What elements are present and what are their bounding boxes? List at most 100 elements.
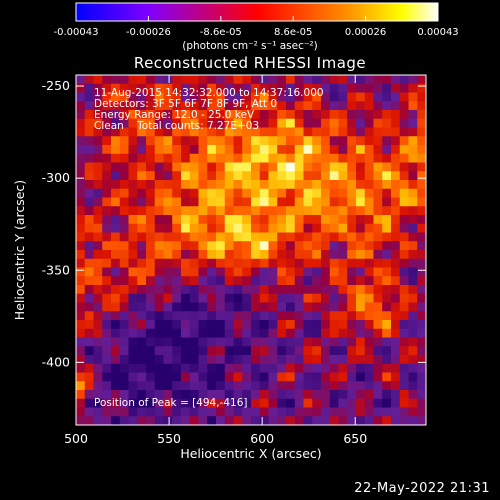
- heatmap-cell: [93, 328, 103, 338]
- heatmap-cell: [76, 223, 86, 233]
- heatmap-cell: [181, 328, 191, 338]
- heatmap-cell: [137, 197, 147, 207]
- heatmap-cell: [373, 180, 383, 190]
- heatmap-cell: [391, 215, 401, 225]
- heatmap-cell: [329, 153, 339, 163]
- heatmap-cell: [119, 398, 129, 408]
- heatmap-cell: [76, 416, 86, 425]
- heatmap-cell: [93, 153, 103, 163]
- heatmap-cell: [399, 355, 409, 365]
- heatmap-cell: [277, 293, 287, 303]
- heatmap-cell: [84, 328, 94, 338]
- heatmap-cell: [391, 180, 401, 190]
- heatmap-cell: [163, 416, 173, 425]
- heatmap-cell: [172, 83, 182, 93]
- heatmap-cell: [207, 267, 217, 277]
- heatmap-cell: [382, 267, 392, 277]
- heatmap-cell: [259, 285, 269, 295]
- heatmap-cell: [294, 276, 304, 286]
- heatmap-cell: [128, 241, 138, 251]
- heatmap-cell: [356, 215, 366, 225]
- heatmap-cell: [172, 337, 182, 347]
- heatmap-cell: [119, 110, 129, 120]
- heatmap-cell: [198, 381, 208, 391]
- heatmap-cell: [277, 110, 287, 120]
- heatmap-cell: [329, 101, 339, 111]
- heatmap-cell: [399, 206, 409, 216]
- heatmap-cell: [154, 302, 164, 312]
- heatmap-cell: [321, 363, 331, 373]
- heatmap-cell: [207, 311, 217, 321]
- heatmap-cell: [242, 153, 252, 163]
- heatmap-cell: [382, 355, 392, 365]
- heatmap-cell: [233, 285, 243, 295]
- heatmap-cell: [268, 407, 278, 417]
- heatmap-cell: [373, 118, 383, 128]
- heatmap-cell: [84, 250, 94, 260]
- heatmap-cell: [329, 197, 339, 207]
- heatmap-cell: [111, 302, 121, 312]
- heatmap-cell: [312, 206, 322, 216]
- heatmap-cell: [154, 390, 164, 400]
- heatmap-cell: [102, 302, 112, 312]
- heatmap-cell: [216, 83, 226, 93]
- heatmap-cell: [128, 110, 138, 120]
- heatmap-cell: [207, 328, 217, 338]
- heatmap-cell: [382, 232, 392, 242]
- heatmap-cell: [408, 407, 418, 417]
- heatmap-cell: [356, 136, 366, 146]
- heatmap-cell: [102, 285, 112, 295]
- heatmap-cell: [111, 241, 121, 251]
- heatmap-cell: [233, 75, 243, 85]
- heatmap-cell: [259, 127, 269, 137]
- heatmap-cell: [338, 337, 348, 347]
- heatmap-cell: [259, 83, 269, 93]
- heatmap-cell: [137, 285, 147, 295]
- heatmap-cell: [181, 407, 191, 417]
- heatmap-cell: [146, 311, 156, 321]
- heatmap-cell: [224, 101, 234, 111]
- heatmap-cell: [417, 398, 426, 408]
- heatmap-cell: [224, 328, 234, 338]
- heatmap-cell: [329, 398, 339, 408]
- heatmap-cell: [399, 372, 409, 382]
- heatmap-cell: [338, 407, 348, 417]
- heatmap-cell: [338, 206, 348, 216]
- heatmap-cell: [102, 127, 112, 137]
- heatmap-cell: [286, 75, 296, 85]
- heatmap-cell: [277, 363, 287, 373]
- heatmap-cell: [417, 136, 426, 146]
- heatmap-cell: [321, 250, 331, 260]
- heatmap-cell: [391, 355, 401, 365]
- heatmap-cell: [111, 250, 121, 260]
- heatmap-cell: [347, 285, 357, 295]
- heatmap-cell: [216, 232, 226, 242]
- heatmap-cell: [277, 171, 287, 181]
- heatmap-cell: [224, 363, 234, 373]
- heatmap-cell: [189, 83, 199, 93]
- heatmap-cell: [312, 363, 322, 373]
- heatmap-cell: [408, 337, 418, 347]
- heatmap-cell: [356, 145, 366, 155]
- heatmap-cell: [364, 75, 374, 85]
- heatmap-cell: [329, 302, 339, 312]
- heatmap-cell: [146, 171, 156, 181]
- heatmap-cell: [119, 355, 129, 365]
- heatmap-cell: [207, 346, 217, 356]
- heatmap-cell: [93, 276, 103, 286]
- heatmap-cell: [84, 293, 94, 303]
- heatmap-cell: [347, 145, 357, 155]
- heatmap-cell: [137, 311, 147, 321]
- heatmap-cell: [356, 285, 366, 295]
- heatmap-cell: [146, 398, 156, 408]
- heatmap-cell: [286, 232, 296, 242]
- heatmap-cell: [382, 136, 392, 146]
- heatmap-cell: [321, 223, 331, 233]
- heatmap-cell: [312, 407, 322, 417]
- heatmap-cell: [233, 180, 243, 190]
- heatmap-cell: [93, 127, 103, 137]
- heatmap-cell: [373, 372, 383, 382]
- heatmap-cell: [128, 328, 138, 338]
- heatmap-cell: [76, 241, 86, 251]
- heatmap-cell: [312, 328, 322, 338]
